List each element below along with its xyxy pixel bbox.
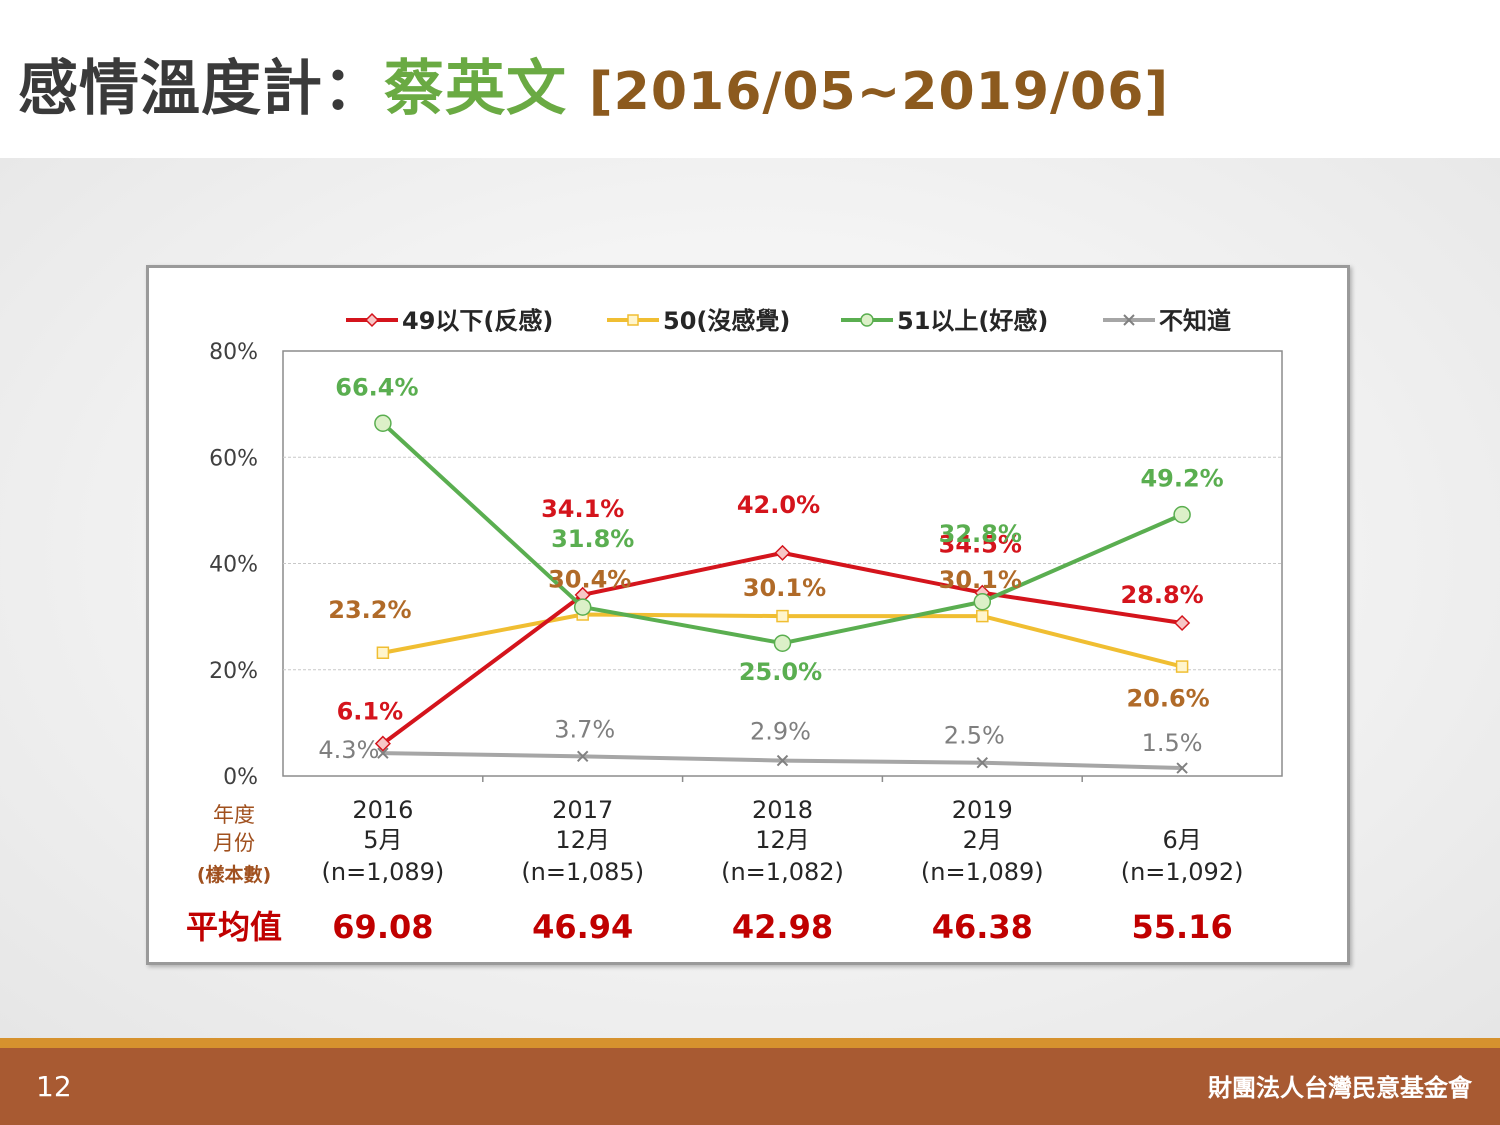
average-value: 69.08 (332, 908, 433, 946)
data-label: 20.6% (1126, 685, 1209, 713)
average-value: 46.94 (532, 908, 633, 946)
data-label: 2.5% (944, 722, 1005, 750)
data-label: 2.9% (750, 718, 811, 746)
data-label: 32.8% (939, 520, 1022, 548)
average-label: 平均值 (186, 908, 282, 946)
data-point (773, 634, 792, 652)
page-number: 12 (36, 1070, 72, 1103)
row-header-sample: (樣本數) (197, 863, 271, 886)
legend-marker (364, 312, 380, 328)
legend-label: 49以下(反感) (402, 307, 553, 335)
row-header-month: 月份 (213, 831, 255, 855)
data-point (1173, 505, 1191, 524)
x-label-sample: (n=1,092) (1121, 858, 1244, 886)
title-period: [2016/05~2019/06] (588, 62, 1170, 122)
y-tick-label: 0% (223, 765, 258, 790)
average-value: 46.38 (932, 908, 1033, 946)
legend-marker (1123, 314, 1135, 326)
x-label-sample: (n=1,082) (721, 858, 844, 886)
legend-marker (627, 314, 639, 326)
x-label-month: 2月 (963, 826, 1002, 854)
x-label-year: 2018 (752, 796, 813, 824)
data-point (374, 414, 392, 432)
x-label-sample: (n=1,089) (322, 858, 445, 886)
data-point (776, 609, 789, 623)
data-point (377, 747, 389, 759)
data-label: 23.2% (328, 596, 411, 624)
data-label: 6.1% (337, 698, 404, 726)
data-point (376, 646, 390, 659)
data-point (973, 593, 992, 611)
data-label: 1.5% (1142, 729, 1203, 757)
x-label-month: 12月 (555, 826, 610, 854)
footer-accent-line (0, 1038, 1500, 1048)
y-tick-label: 60% (209, 446, 258, 471)
page-title: 感情溫度計：蔡英文 [2016/05~2019/06] (18, 40, 1169, 127)
legend-marker (860, 313, 874, 327)
data-label: 4.3% (318, 736, 379, 764)
data-point (976, 757, 989, 769)
data-label: 25.0% (739, 658, 822, 686)
data-point (573, 598, 592, 616)
legend-label: 不知道 (1159, 307, 1231, 335)
row-header-year: 年度 (213, 803, 255, 827)
data-label: 28.8% (1120, 581, 1203, 609)
legend-label: 51以上(好感) (897, 307, 1048, 335)
title-topic: 感情溫度計： (18, 54, 384, 124)
average-value: 42.98 (732, 908, 833, 946)
data-point (774, 544, 791, 561)
legend-label: 50(沒感覺) (663, 307, 790, 335)
data-label: 30.1% (743, 574, 826, 602)
x-label-sample: (n=1,089) (921, 858, 1044, 886)
data-label: 31.8% (551, 525, 634, 553)
title-bar: 感情溫度計：蔡英文 [2016/05~2019/06] (0, 0, 1500, 158)
average-value: 55.16 (1131, 908, 1232, 946)
x-label-month: 5月 (363, 826, 402, 854)
data-label: 49.2% (1140, 465, 1223, 493)
data-label: 34.5% (939, 531, 1022, 559)
x-label-sample: (n=1,085) (521, 858, 644, 886)
data-label: 3.7% (554, 715, 615, 743)
data-point (374, 735, 391, 752)
data-point (776, 754, 789, 767)
organization-name: 財團法人台灣民意基金會 (1208, 1074, 1472, 1102)
data-point (1176, 762, 1188, 774)
data-label: 34.1% (541, 495, 624, 523)
data-label: 30.1% (939, 566, 1022, 594)
data-point (976, 609, 989, 623)
x-label-year: 2019 (952, 796, 1013, 824)
y-tick-label: 40% (209, 553, 258, 578)
y-tick-label: 80% (209, 340, 258, 365)
x-label-month: 12月 (755, 826, 810, 854)
x-label-year: 2017 (552, 796, 613, 824)
data-label: 66.4% (335, 373, 418, 401)
y-tick-label: 20% (209, 659, 258, 684)
x-label-month: 6月 (1162, 826, 1201, 854)
data-label: 30.4% (548, 566, 631, 594)
title-person: 蔡英文 (384, 54, 567, 124)
footer-bar (0, 1048, 1500, 1125)
x-label-year: 2016 (352, 796, 413, 824)
data-point (576, 750, 589, 763)
data-point (1174, 614, 1191, 632)
data-point (1175, 660, 1189, 673)
data-label: 42.0% (737, 491, 820, 519)
